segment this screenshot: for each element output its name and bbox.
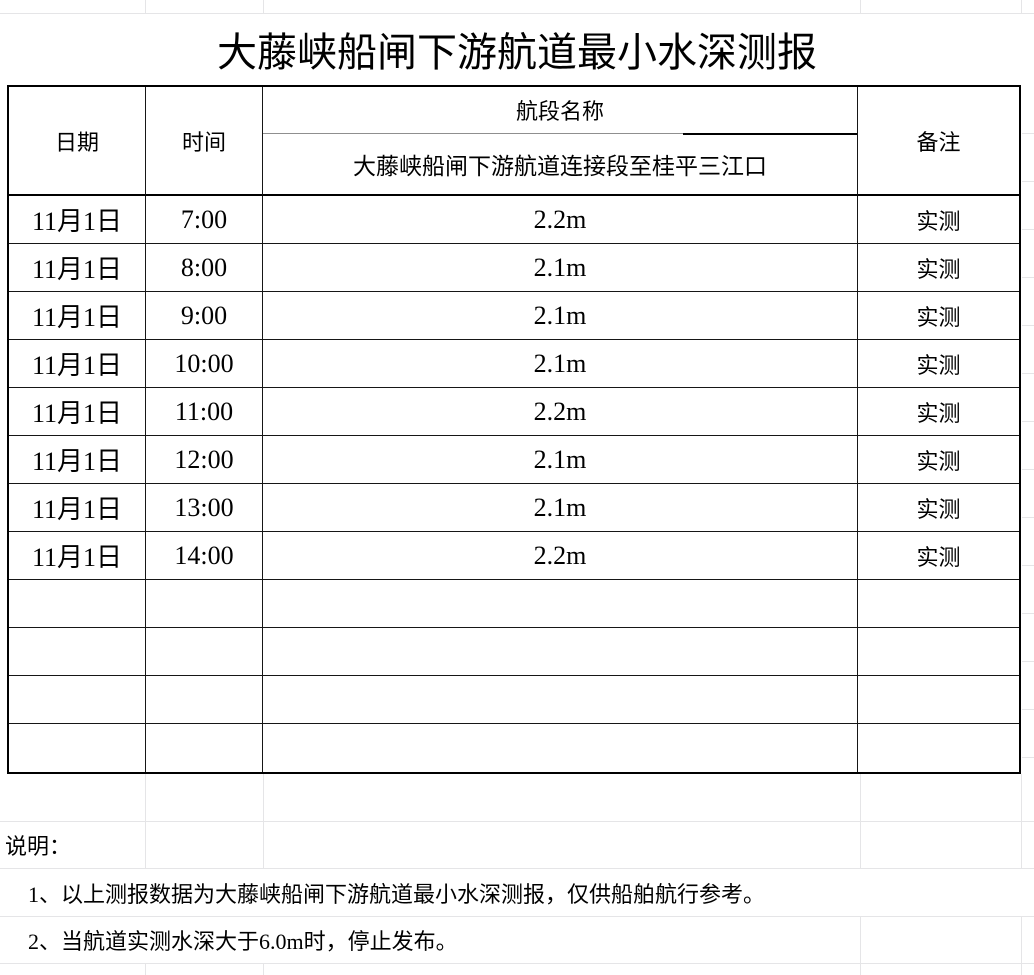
depth-cell: 2.2m <box>263 388 858 436</box>
time-cell: 10:00 <box>146 340 263 388</box>
date-cell: 11月1日 <box>9 292 146 340</box>
depth-cell: 2.1m <box>263 292 858 340</box>
header-remark: 备注 <box>858 87 1019 196</box>
empty-cell <box>263 724 858 772</box>
empty-cell <box>9 628 146 676</box>
depth-cell: 2.2m <box>263 532 858 580</box>
remark-cell: 实测 <box>858 244 1019 292</box>
note-item-1: 1、以上测报数据为大藤峡船闸下游航道最小水深测报，仅供船舶航行参考。 <box>28 881 766 907</box>
depth-cell: 2.2m <box>263 196 858 244</box>
header-segment-name: 大藤峡船闸下游航道连接段至桂平三江口 <box>263 133 858 196</box>
depth-cell: 2.1m <box>263 436 858 484</box>
time-cell: 8:00 <box>146 244 263 292</box>
header-time: 时间 <box>146 87 263 196</box>
date-cell: 11月1日 <box>9 436 146 484</box>
date-cell: 11月1日 <box>9 484 146 532</box>
date-cell: 11月1日 <box>9 244 146 292</box>
remark-cell: 实测 <box>858 196 1019 244</box>
header-segment-group: 航段名称 <box>263 87 858 133</box>
depth-cell: 2.1m <box>263 340 858 388</box>
remark-cell: 实测 <box>858 292 1019 340</box>
date-cell: 11月1日 <box>9 196 146 244</box>
time-cell: 11:00 <box>146 388 263 436</box>
report-title: 大藤峡船闸下游航道最小水深测报 <box>217 31 817 75</box>
empty-cell <box>858 724 1019 772</box>
empty-cell <box>9 676 146 724</box>
empty-cell <box>263 580 858 628</box>
date-cell: 11月1日 <box>9 388 146 436</box>
time-cell: 9:00 <box>146 292 263 340</box>
remark-cell: 实测 <box>858 484 1019 532</box>
empty-cell <box>263 676 858 724</box>
empty-cell <box>858 628 1019 676</box>
depth-report-table: 日期 时间 航段名称 备注 大藤峡船闸下游航道连接段至桂平三江口 11月1日 7… <box>7 85 1021 774</box>
notes-label: 说明： <box>5 834 72 859</box>
empty-cell <box>858 676 1019 724</box>
empty-cell <box>858 580 1019 628</box>
time-cell: 14:00 <box>146 532 263 580</box>
empty-cell <box>263 628 858 676</box>
empty-cell <box>146 676 263 724</box>
empty-cell <box>9 580 146 628</box>
time-cell: 13:00 <box>146 484 263 532</box>
remark-cell: 实测 <box>858 532 1019 580</box>
depth-cell: 2.1m <box>263 484 858 532</box>
time-cell: 12:00 <box>146 436 263 484</box>
remark-cell: 实测 <box>858 436 1019 484</box>
empty-cell <box>146 724 263 772</box>
date-cell: 11月1日 <box>9 340 146 388</box>
depth-cell: 2.1m <box>263 244 858 292</box>
empty-cell <box>9 724 146 772</box>
note-item-2: 2、当航道实测水深大于6.0m时，停止发布。 <box>28 929 458 954</box>
date-cell: 11月1日 <box>9 532 146 580</box>
remark-cell: 实测 <box>858 388 1019 436</box>
time-cell: 7:00 <box>146 196 263 244</box>
empty-cell <box>146 580 263 628</box>
empty-cell <box>146 628 263 676</box>
remark-cell: 实测 <box>858 340 1019 388</box>
header-date: 日期 <box>9 87 146 196</box>
